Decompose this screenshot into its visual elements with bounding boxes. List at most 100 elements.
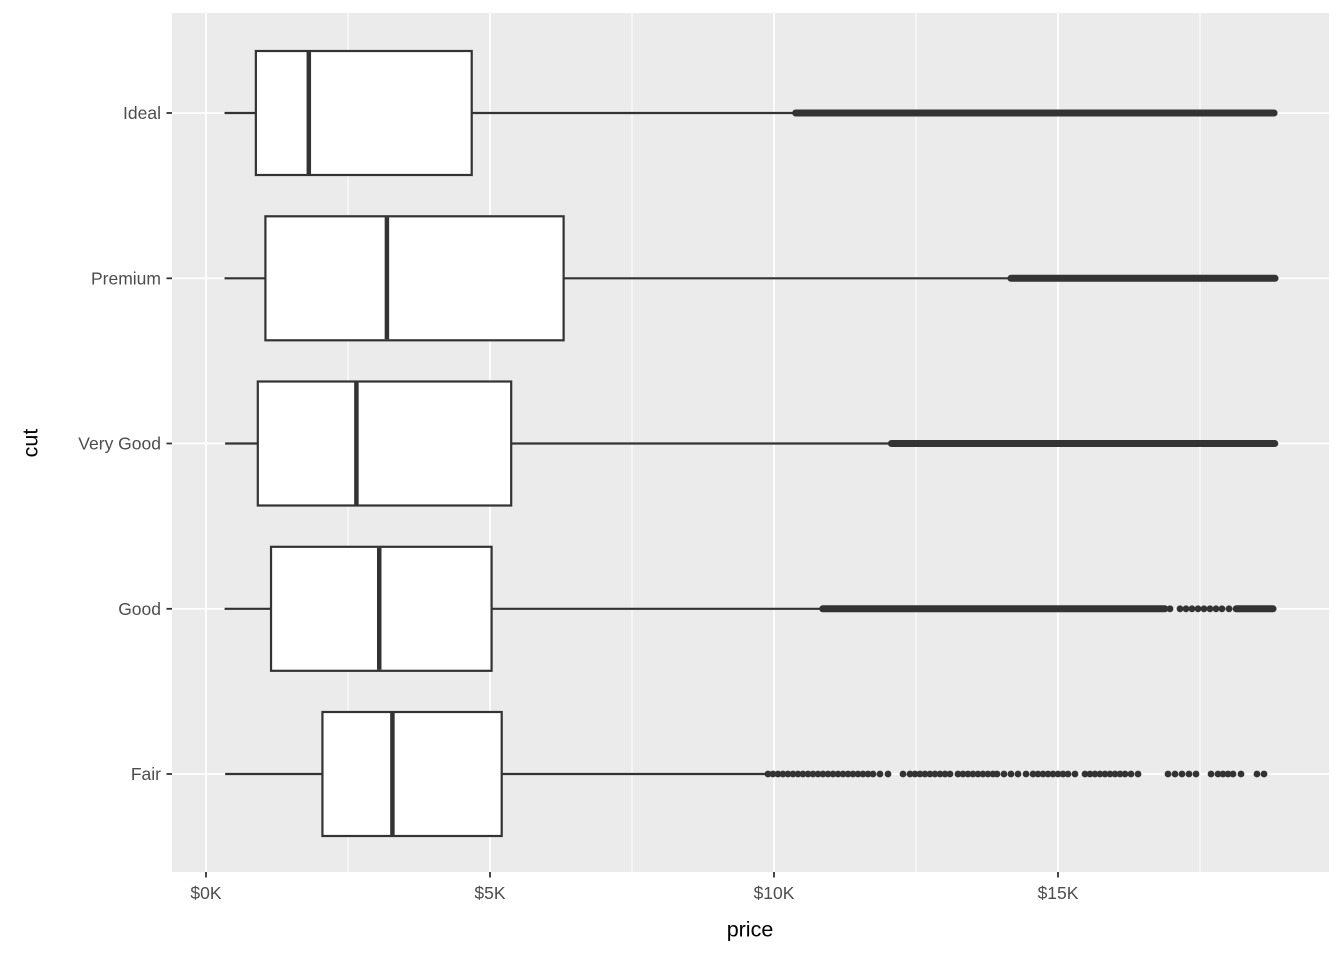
outlier-point-Fair xyxy=(1171,770,1179,778)
outlier-point-Fair xyxy=(799,770,807,778)
outlier-point-Good xyxy=(1212,605,1220,613)
outlier-point-Fair xyxy=(779,770,787,778)
outlier-point-Fair xyxy=(794,770,802,778)
outlier-point-Fair xyxy=(1054,770,1062,778)
outlier-point-Fair xyxy=(954,770,962,778)
outlier-band-Good xyxy=(1232,605,1277,613)
outlier-point-Fair xyxy=(1081,770,1089,778)
outlier-point-Fair xyxy=(993,770,1001,778)
outlier-point-Fair xyxy=(884,770,892,778)
outlier-point-Fair xyxy=(1049,770,1057,778)
outlier-point-Fair xyxy=(814,770,822,778)
outlier-point-Fair xyxy=(1185,770,1193,778)
outlier-point-Fair xyxy=(964,770,972,778)
outlier-point-Fair xyxy=(1059,770,1067,778)
outlier-point-Fair xyxy=(849,770,857,778)
outlier-point-Fair xyxy=(946,770,954,778)
outlier-point-Fair xyxy=(1034,770,1042,778)
outlier-point-Fair xyxy=(1029,770,1037,778)
outlier-point-Fair xyxy=(854,770,862,778)
outlier-point-Fair xyxy=(824,770,832,778)
outlier-point-Fair xyxy=(1086,770,1094,778)
outlier-point-Fair xyxy=(1121,770,1129,778)
outlier-point-Fair xyxy=(1111,770,1119,778)
outlier-point-Fair xyxy=(1207,770,1215,778)
y-axis-title: cut xyxy=(18,428,43,458)
outlier-point-Fair xyxy=(809,770,817,778)
x-tick-label: $0K xyxy=(190,883,221,903)
outlier-point-Fair xyxy=(1101,770,1109,778)
outlier-point-Fair xyxy=(1000,770,1008,778)
outlier-point-Fair xyxy=(804,770,812,778)
outlier-point-Good xyxy=(1225,605,1233,613)
outlier-point-Fair xyxy=(974,770,982,778)
outlier-point-Fair xyxy=(984,770,992,778)
outlier-point-Fair xyxy=(1044,770,1052,778)
outlier-point-Fair xyxy=(764,770,772,778)
outlier-point-Fair xyxy=(1219,770,1227,778)
y-tick-label: Good xyxy=(118,599,161,619)
outlier-point-Good xyxy=(1166,605,1174,613)
outlier-band-Premium xyxy=(1007,274,1279,282)
outlier-point-Fair xyxy=(1007,770,1015,778)
outlier-point-Fair xyxy=(1106,770,1114,778)
outlier-point-Fair xyxy=(819,770,827,778)
outlier-point-Fair xyxy=(876,770,884,778)
outlier-point-Fair xyxy=(1253,770,1261,778)
y-tick-label: Fair xyxy=(131,764,161,784)
outlier-point-Good xyxy=(1176,605,1184,613)
y-tick-label: Premium xyxy=(91,268,161,288)
box-Ideal xyxy=(254,49,473,177)
outlier-point-Good xyxy=(1194,605,1202,613)
outlier-point-Fair xyxy=(1127,770,1135,778)
outlier-point-Fair xyxy=(1192,770,1200,778)
outlier-point-Fair xyxy=(906,770,914,778)
x-tick-label: $5K xyxy=(474,883,505,903)
outlier-point-Fair xyxy=(921,770,929,778)
outlier-point-Fair xyxy=(1022,770,1030,778)
outlier-point-Fair xyxy=(931,770,939,778)
box-Premium xyxy=(264,215,565,342)
outlier-point-Good xyxy=(1200,605,1208,613)
outlier-point-Fair xyxy=(1039,770,1047,778)
x-tick-label: $15K xyxy=(1038,883,1079,903)
outlier-point-Good xyxy=(1206,605,1214,613)
outlier-point-Fair xyxy=(979,770,987,778)
outlier-point-Fair xyxy=(959,770,967,778)
box-Very Good xyxy=(256,380,513,507)
outlier-point-Fair xyxy=(859,770,867,778)
y-tick-label: Very Good xyxy=(78,434,161,454)
outlier-point-Fair xyxy=(1260,770,1268,778)
outlier-point-Fair xyxy=(941,770,949,778)
outlier-point-Fair xyxy=(784,770,792,778)
outlier-point-Fair xyxy=(829,770,837,778)
x-axis-title: price xyxy=(726,917,774,942)
outlier-point-Fair xyxy=(1214,770,1222,778)
outlier-point-Fair xyxy=(1014,770,1022,778)
outlier-point-Fair xyxy=(936,770,944,778)
x-tick-label: $10K xyxy=(754,883,795,903)
outlier-point-Fair xyxy=(1071,770,1079,778)
outlier-point-Fair xyxy=(1096,770,1104,778)
outlier-point-Fair xyxy=(1178,770,1186,778)
outlier-point-Fair xyxy=(769,770,777,778)
outlier-point-Fair xyxy=(916,770,924,778)
outlier-band-Ideal xyxy=(792,109,1278,117)
outlier-band-Very Good xyxy=(887,440,1279,447)
outlier-point-Fair xyxy=(869,770,877,778)
outlier-point-Fair xyxy=(774,770,782,778)
outlier-point-Fair xyxy=(789,770,797,778)
outlier-point-Fair xyxy=(1164,770,1172,778)
y-tick-label: Ideal xyxy=(123,103,161,123)
outlier-point-Fair xyxy=(834,770,842,778)
outlier-point-Fair xyxy=(839,770,847,778)
outlier-point-Fair xyxy=(1134,770,1142,778)
outlier-point-Fair xyxy=(1229,770,1237,778)
outlier-point-Fair xyxy=(864,770,872,778)
outlier-point-Fair xyxy=(1064,770,1072,778)
outlier-point-Fair xyxy=(969,770,977,778)
outlier-point-Fair xyxy=(1224,770,1232,778)
outlier-point-Fair xyxy=(899,770,907,778)
